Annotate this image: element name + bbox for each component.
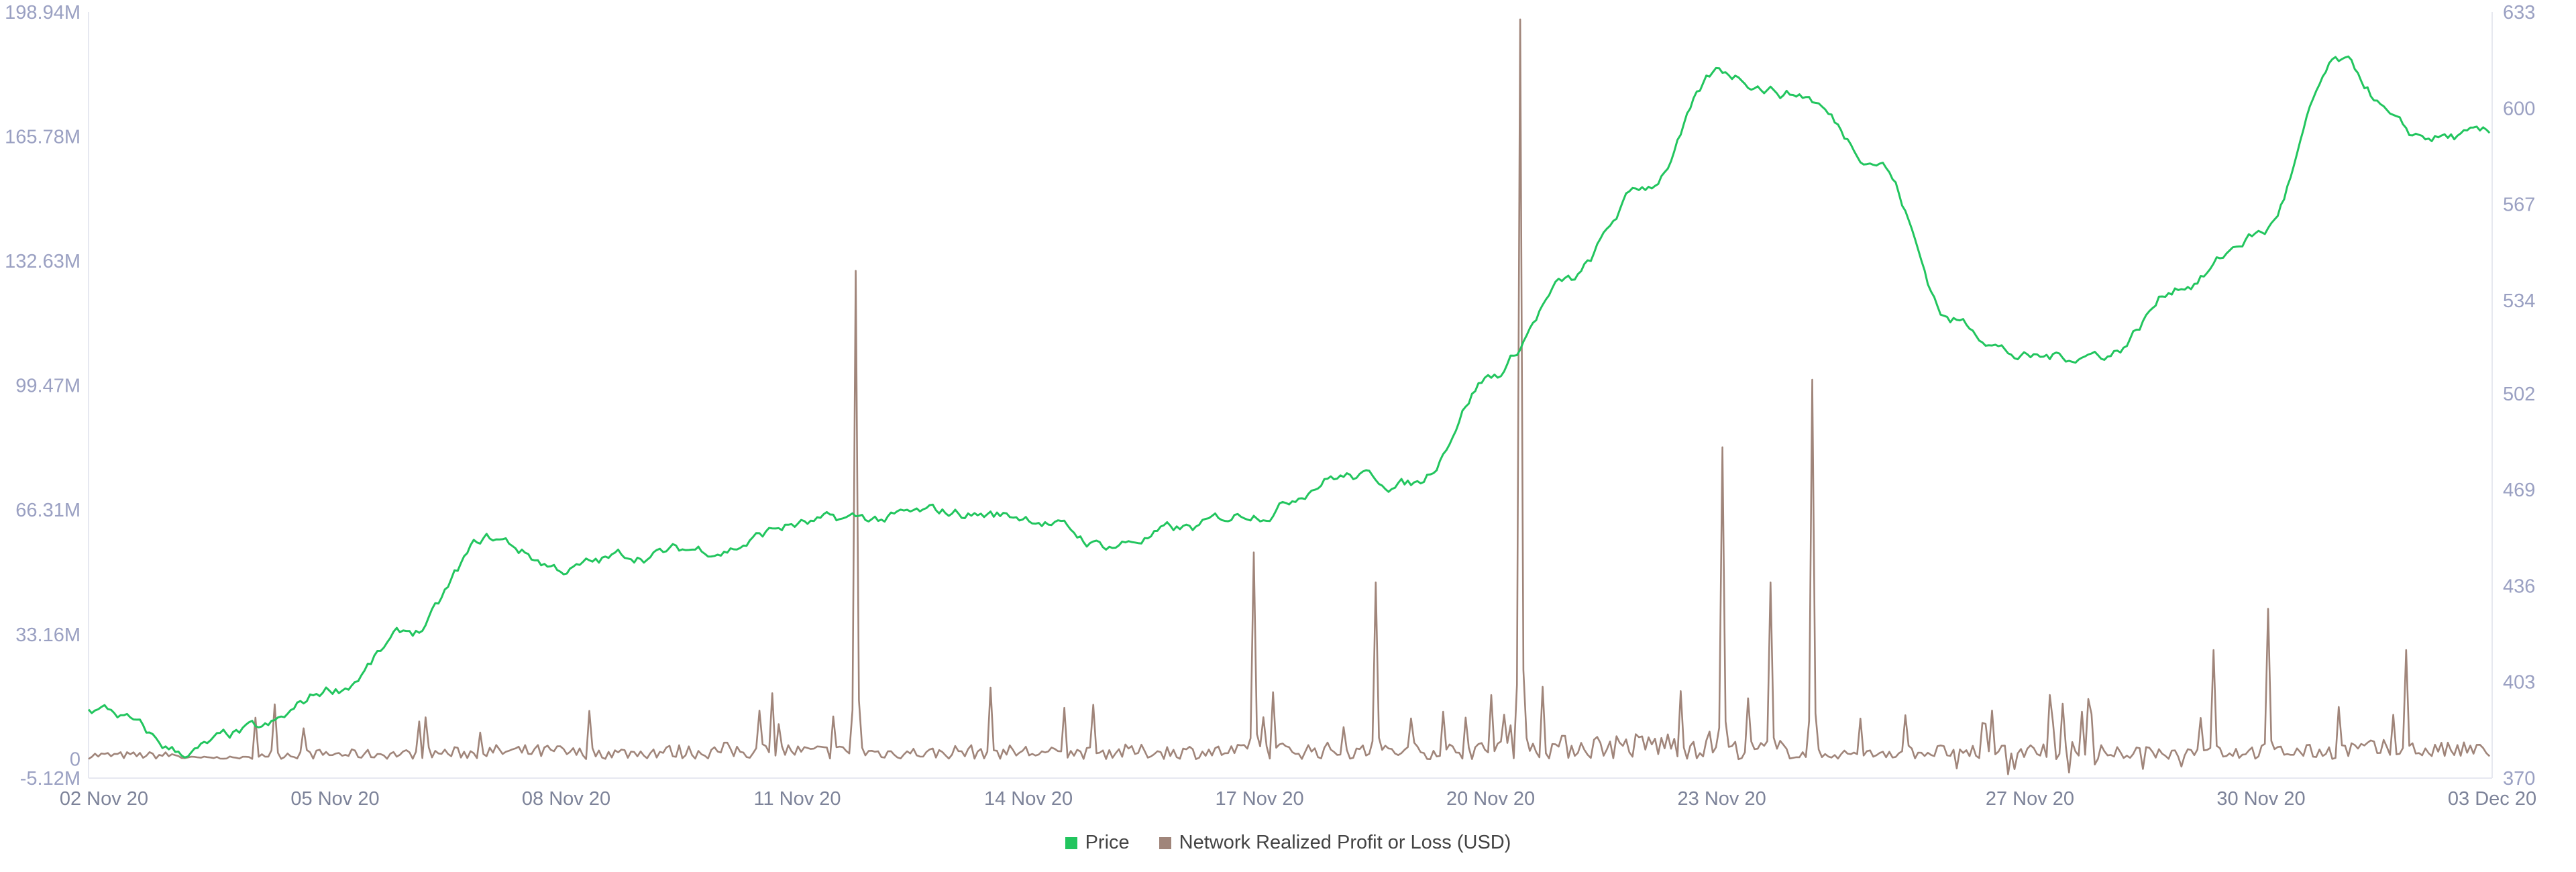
left-tick-label: 99.47M xyxy=(15,376,80,397)
x-tick-label: 20 Nov 20 xyxy=(1446,788,1535,810)
left-tick-label: 66.31M xyxy=(15,500,80,521)
right-tick-label: 502 xyxy=(2503,384,2535,405)
left-tick-label: 33.16M xyxy=(15,624,80,646)
x-tick-label: 30 Nov 20 xyxy=(2216,788,2305,810)
legend: Price Network Realized Profit or Loss (U… xyxy=(0,832,2576,854)
x-tick-label: 02 Nov 20 xyxy=(60,788,148,810)
x-tick-label: 03 Dec 20 xyxy=(2448,788,2536,810)
legend-label-price: Price xyxy=(1085,832,1130,853)
x-tick-label: 27 Nov 20 xyxy=(1986,788,2074,810)
left-tick-label: -5.12M xyxy=(20,768,80,789)
series-line-price xyxy=(87,55,2491,759)
right-tick-label: 436 xyxy=(2503,576,2535,597)
right-tick-label: 633 xyxy=(2503,2,2535,23)
right-tick-label: 567 xyxy=(2503,195,2535,216)
left-tick-label: 132.63M xyxy=(5,251,80,272)
x-tick-label: 14 Nov 20 xyxy=(984,788,1073,810)
x-tick-label: 11 Nov 20 xyxy=(754,788,841,810)
legend-item-nrpl[interactable]: Network Realized Profit or Loss (USD) xyxy=(1159,832,1511,854)
plot-area xyxy=(87,18,2491,775)
x-axis: 02 Nov 20 05 Nov 20 08 Nov 20 11 Nov 20 14 N… xyxy=(60,788,2536,810)
x-tick-label: 05 Nov 20 xyxy=(290,788,379,810)
right-tick-label: 469 xyxy=(2503,480,2535,501)
x-tick-label: 23 Nov 20 xyxy=(1678,788,1766,810)
chart-grid xyxy=(88,12,2493,779)
legend-label-nrpl: Network Realized Profit or Loss (USD) xyxy=(1179,832,1511,853)
left-tick-label: 0 xyxy=(70,749,80,770)
left-axis: 198.94M 165.78M 132.63M 99.47M 66.31M 33.16M 0… xyxy=(5,2,80,789)
x-tick-label: 08 Nov 20 xyxy=(522,788,610,810)
legend-swatch-price xyxy=(1065,836,1077,849)
right-tick-label: 600 xyxy=(2503,98,2535,119)
right-axis: 633 600 567 534 502 469 436 403 370 xyxy=(2503,2,2535,789)
legend-item-price[interactable]: Price xyxy=(1065,832,1130,854)
right-tick-label: 403 xyxy=(2503,672,2535,694)
left-tick-label: 165.78M xyxy=(5,127,80,148)
right-tick-label: 534 xyxy=(2503,290,2535,312)
left-tick-label: 198.94M xyxy=(5,2,80,23)
x-tick-label: 17 Nov 20 xyxy=(1215,788,1303,810)
right-tick-label: 370 xyxy=(2503,768,2535,789)
series-line-nrpl xyxy=(88,18,2491,775)
legend-swatch-nrpl xyxy=(1159,836,1171,849)
